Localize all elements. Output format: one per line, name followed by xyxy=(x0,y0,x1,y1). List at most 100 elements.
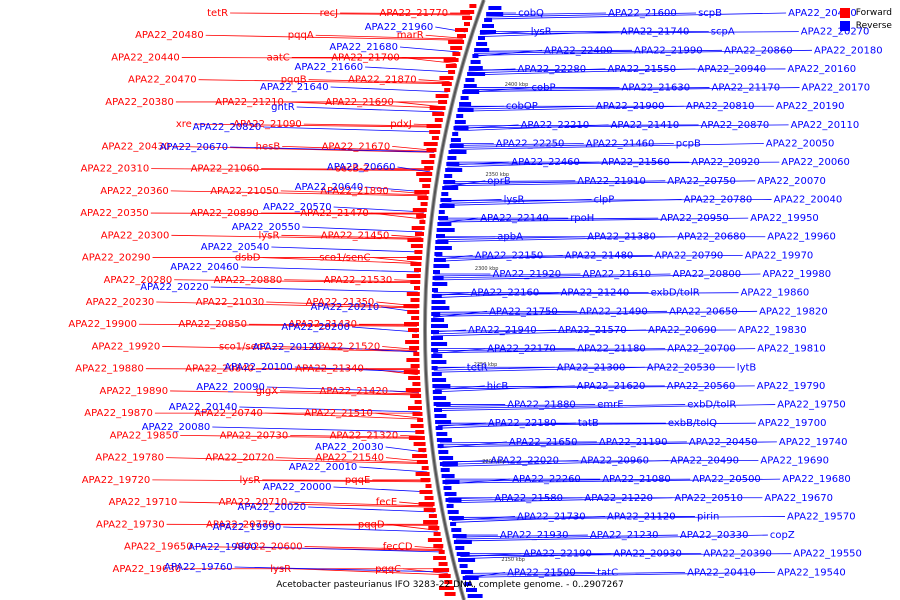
reverse-gene-label: cobOP xyxy=(506,101,538,112)
reverse-gene-block xyxy=(452,534,467,538)
reverse-connector xyxy=(434,273,671,279)
reverse-connector xyxy=(463,87,710,90)
reverse-gene-label: APA22_21580 xyxy=(494,493,563,504)
forward-connector xyxy=(261,168,431,171)
forward-connector xyxy=(166,523,438,526)
forward-connector xyxy=(145,368,418,371)
tick-label: 2250 kbp xyxy=(474,362,498,368)
reverse-gene-block xyxy=(453,540,472,544)
reverse-gene-label: hicB xyxy=(487,381,509,392)
reverse-connector xyxy=(230,146,435,153)
reverse-connector xyxy=(308,506,435,513)
reverse-connector xyxy=(240,266,419,273)
forward-gene-block xyxy=(412,454,428,458)
reverse-gene-label: lytB xyxy=(737,362,757,373)
forward-gene-label: pqqA xyxy=(288,30,314,41)
legend-reverse-label: Reverse xyxy=(855,21,892,31)
forward-gene-block xyxy=(416,172,433,176)
reverse-gene-label: tetR xyxy=(467,362,488,373)
reverse-gene-block xyxy=(436,438,452,442)
forward-gene-block xyxy=(424,496,434,500)
forward-gene-block xyxy=(443,58,459,62)
forward-gene-block xyxy=(410,298,420,302)
reverse-gene-block xyxy=(450,522,457,526)
forward-gene-block xyxy=(410,394,422,398)
forward-connector xyxy=(280,390,420,395)
reverse-gene-label: APA22_20420 xyxy=(788,8,857,19)
forward-gene-label: APA22_20600 xyxy=(234,542,303,553)
reverse-gene-label: APA22_20330 xyxy=(680,530,749,541)
forward-gene-block xyxy=(433,544,444,548)
forward-gene-label: APA22_21060 xyxy=(191,164,260,175)
forward-gene-block xyxy=(457,34,466,38)
reverse-gene-label: APA22_22150 xyxy=(475,250,544,261)
forward-gene-label: pqqE xyxy=(345,475,370,486)
reverse-connector xyxy=(365,66,454,73)
reverse-gene-block xyxy=(440,198,452,202)
forward-gene-block xyxy=(429,154,436,158)
tick-label: 2400 kbp xyxy=(505,82,529,88)
reverse-connector xyxy=(435,254,653,257)
reverse-gene-label: APA22_19570 xyxy=(787,511,856,522)
forward-gene-label: APA22_21350 xyxy=(306,297,375,308)
forward-gene-block xyxy=(433,568,450,572)
reverse-gene-block xyxy=(433,270,440,274)
reverse-connector xyxy=(432,329,647,337)
reverse-connector xyxy=(442,460,669,467)
forward-gene-block xyxy=(444,580,453,584)
reverse-gene-label: APA22_20790 xyxy=(655,250,724,261)
forward-gene-block xyxy=(403,370,420,374)
reverse-gene-label: APA22_19950 xyxy=(750,213,819,224)
forward-gene-block xyxy=(414,286,420,290)
reverse-gene-block xyxy=(434,408,442,412)
reverse-gene-block xyxy=(438,450,449,454)
forward-gene-block xyxy=(408,376,421,380)
reverse-gene-block xyxy=(435,426,443,430)
forward-gene-label: marR xyxy=(397,30,424,41)
forward-connector xyxy=(290,434,424,438)
reverse-connector xyxy=(433,310,578,313)
reverse-gene-label: APA22_20820 xyxy=(193,122,262,133)
reverse-gene-block xyxy=(433,396,447,400)
reverse-gene-block xyxy=(431,312,441,316)
forward-gene-block xyxy=(438,550,445,554)
forward-gene-block xyxy=(469,4,477,8)
forward-gene-block xyxy=(422,184,431,188)
forward-gene-label: glgX xyxy=(256,386,278,397)
forward-gene-label: APA22_20480 xyxy=(135,30,204,41)
forward-gene-label: tetR xyxy=(207,8,228,19)
reverse-connector xyxy=(434,273,761,281)
reverse-gene-block xyxy=(439,462,458,466)
reverse-gene-label: APA22_20100 xyxy=(224,362,293,373)
reverse-connector xyxy=(333,206,425,213)
reverse-gene-block xyxy=(431,372,442,376)
reverse-gene-block xyxy=(453,126,469,130)
forward-connector xyxy=(262,257,420,264)
reverse-gene-label: APA22_21230 xyxy=(590,530,659,541)
reverse-gene-label: APA22_20490 xyxy=(670,455,739,466)
reverse-gene-block xyxy=(454,120,466,124)
reverse-gene-label: APA22_21570 xyxy=(558,325,627,336)
forward-gene-label: APA22_21670 xyxy=(322,141,391,152)
reverse-connector xyxy=(433,292,739,296)
reverse-connector xyxy=(266,386,419,393)
forward-connector xyxy=(340,12,471,15)
reverse-gene-block xyxy=(432,384,451,388)
forward-gene-label: APA22_21030 xyxy=(196,297,265,308)
reverse-gene-label: APA22_21560 xyxy=(601,157,670,168)
reverse-gene-label: APA22_20570 xyxy=(263,202,332,213)
forward-connector xyxy=(138,323,418,327)
reverse-connector xyxy=(458,105,684,112)
forward-gene-block xyxy=(448,70,456,74)
forward-gene-label: APA22_20470 xyxy=(128,75,197,86)
forward-gene-block xyxy=(433,532,441,536)
reverse-connector xyxy=(436,404,686,409)
reverse-gene-block xyxy=(439,204,455,208)
reverse-gene-label: APA22_21170 xyxy=(712,83,781,94)
forward-gene-label: pqqC xyxy=(375,564,401,575)
forward-connector xyxy=(179,501,434,508)
reverse-gene-label: lysR xyxy=(531,27,552,38)
reverse-connector xyxy=(234,566,448,573)
forward-gene-label: APA22_20310 xyxy=(81,164,150,175)
forward-gene-label: APA22_20350 xyxy=(80,208,149,219)
